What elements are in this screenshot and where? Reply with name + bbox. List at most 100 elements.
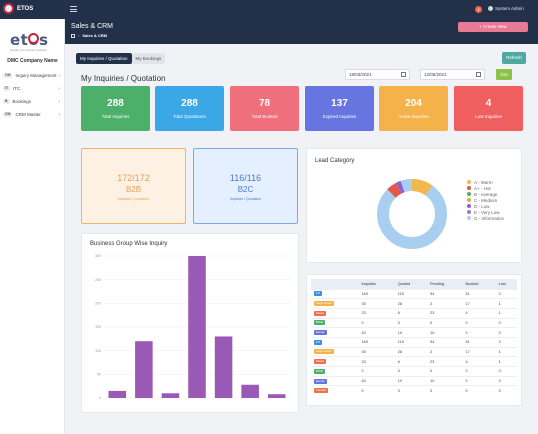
- sidebar-item-label: Bookings: [12, 99, 32, 104]
- page-title: Sales & CRM: [71, 23, 114, 30]
- b2c-summary-card[interactable]: 116/116 B2C Inquiries / Quotation: [193, 148, 298, 224]
- stat-value: 4: [485, 98, 492, 109]
- stat-card-expired-inquiries[interactable]: 137 Expired Inquiries: [305, 86, 374, 131]
- b2b-value: 172/172: [117, 173, 150, 183]
- table-row: MICE 0 0 0 0 0: [311, 366, 517, 377]
- tab-bar: My Inquiries / Quotation My Bookings: [76, 53, 166, 64]
- sidebar-item-crm-master[interactable]: CM CRM Master ›: [3, 108, 62, 121]
- table-row: Large Group 30 28 2 17 1: [311, 298, 517, 309]
- stat-value: 137: [331, 98, 348, 109]
- business-group-cell: FIT: [311, 336, 359, 348]
- legend-item: A - Warm: [467, 179, 504, 185]
- table-cell: 10: [394, 327, 428, 338]
- from-date-input[interactable]: 18/03/2021: [345, 69, 410, 80]
- table-row: Events 40 10 10 0 0: [311, 327, 517, 338]
- table-cell: 2: [495, 336, 517, 348]
- table-cell: 51: [462, 288, 496, 299]
- table-row: FIT 163 115 34 51 2: [311, 336, 517, 348]
- to-date-value: 12/05/2021: [424, 72, 447, 77]
- calendar-icon[interactable]: [476, 72, 481, 77]
- menu-toggle-icon[interactable]: [70, 6, 77, 12]
- stat-label: Lost Inquiries: [475, 114, 502, 119]
- table-cell: 30: [358, 346, 395, 357]
- b2c-label: B2C: [237, 185, 254, 194]
- legend-label: G - Information: [474, 215, 505, 221]
- legend-label: B - Average: [474, 191, 498, 197]
- business-group-cell: FIT: [311, 288, 359, 299]
- bar[interactable]: [267, 394, 286, 398]
- bar[interactable]: [161, 393, 180, 398]
- bar[interactable]: [135, 341, 153, 398]
- business-group-badge[interactable]: Large Group: [314, 301, 334, 307]
- home-icon[interactable]: [71, 33, 75, 38]
- table-cell: 17: [462, 298, 496, 309]
- go-button[interactable]: Go!: [496, 69, 512, 80]
- create-new-button[interactable]: + Create New: [458, 22, 528, 32]
- business-group-badge[interactable]: FIT: [314, 339, 323, 345]
- brand[interactable]: ETOS: [3, 3, 33, 14]
- table-cell: 0: [394, 317, 428, 328]
- y-tick-label: 250: [95, 278, 101, 282]
- table-cell: 0: [358, 366, 395, 377]
- table-row: Series 23 6 23 4 1: [311, 356, 517, 367]
- tab-my-bookings[interactable]: My Bookings: [131, 53, 166, 64]
- calendar-icon[interactable]: [401, 72, 406, 77]
- legend-item: E - Very Low: [467, 209, 504, 215]
- business-group-badge[interactable]: Series: [314, 310, 326, 316]
- refresh-button[interactable]: Refresh: [502, 52, 526, 64]
- table-cell: 34: [427, 288, 463, 299]
- stat-label: Active Inquiries: [398, 114, 429, 119]
- stat-card-lost-inquiries[interactable]: 4 Lost Inquiries: [454, 86, 523, 131]
- user-menu[interactable]: System Admin: [488, 6, 524, 11]
- donut-slice-warm[interactable]: [377, 179, 447, 249]
- legend-label: E - Very Low: [474, 209, 500, 215]
- donut-slice-hot[interactable]: [372, 174, 452, 254]
- logo-mark-icon: [28, 33, 39, 44]
- bar[interactable]: [188, 256, 206, 398]
- stat-value: 78: [258, 98, 271, 109]
- legend-swatch: [467, 186, 471, 190]
- donut-slice-low[interactable]: [373, 175, 451, 253]
- table-cell: 163: [358, 288, 395, 299]
- stat-card-total-quotations[interactable]: 288 Total Quotations: [155, 86, 224, 131]
- b2b-summary-card[interactable]: 172/172 B2B Inquiries / Quotation: [81, 148, 186, 224]
- table-cell: 0: [394, 366, 428, 377]
- table-cell: 0: [358, 317, 395, 328]
- bar[interactable]: [108, 390, 127, 398]
- business-group-badge[interactable]: Large Group: [314, 349, 334, 355]
- stat-label: Expired Inquiries: [322, 114, 357, 119]
- business-group-cell: MICE: [311, 366, 359, 377]
- table-cell: 163: [358, 336, 395, 348]
- chevron-right-icon: ›: [58, 86, 60, 92]
- legend-item: D - Low: [467, 203, 504, 209]
- business-group-badge[interactable]: FIT: [314, 291, 323, 297]
- notification-badge[interactable]: 2: [475, 6, 482, 13]
- business-group-badge[interactable]: Events: [314, 330, 327, 336]
- sidebar-item-itc[interactable]: IT ITC ›: [3, 82, 62, 95]
- y-tick-label: 200: [95, 302, 101, 306]
- table-cell: 51: [462, 336, 496, 348]
- from-date-value: 18/03/2021: [349, 72, 372, 77]
- sidebar-item-abbr: B: [3, 99, 10, 104]
- to-date-input[interactable]: 12/05/2021: [420, 69, 485, 80]
- chevron-right-icon: ›: [58, 99, 60, 105]
- stat-card-total-booked[interactable]: 78 Total Booked: [230, 86, 299, 131]
- stat-card-active-inquiries[interactable]: 204 Active Inquiries: [379, 86, 448, 131]
- business-group-badge[interactable]: Transfer: [314, 388, 329, 394]
- table-row: Transfer 0 0 0 0 0: [311, 385, 517, 396]
- sidebar-item-bookings[interactable]: B Bookings ›: [3, 95, 62, 108]
- bar[interactable]: [214, 336, 233, 398]
- stat-label: Total Inquiries: [101, 114, 130, 119]
- legend-swatch: [467, 180, 471, 184]
- tab-my-inquiries[interactable]: My Inquiries / Quotation: [76, 53, 132, 64]
- business-group-badge[interactable]: Series: [314, 359, 326, 365]
- table-header-cell: Lost: [495, 279, 517, 289]
- business-group-badge[interactable]: Events: [314, 378, 327, 384]
- bar[interactable]: [241, 384, 259, 398]
- business-group-badge[interactable]: MICE: [314, 320, 325, 326]
- stat-card-total-inquiries[interactable]: 288 Total Inquiries: [81, 86, 150, 131]
- sidebar: etos Redefine Tour Operator Software DMC…: [0, 19, 65, 434]
- sidebar-item-inquiry-management[interactable]: CM Inquiry Management ›: [3, 69, 62, 82]
- business-group-badge[interactable]: MICE: [314, 368, 325, 374]
- sidebar-item-label: ITC: [13, 86, 21, 91]
